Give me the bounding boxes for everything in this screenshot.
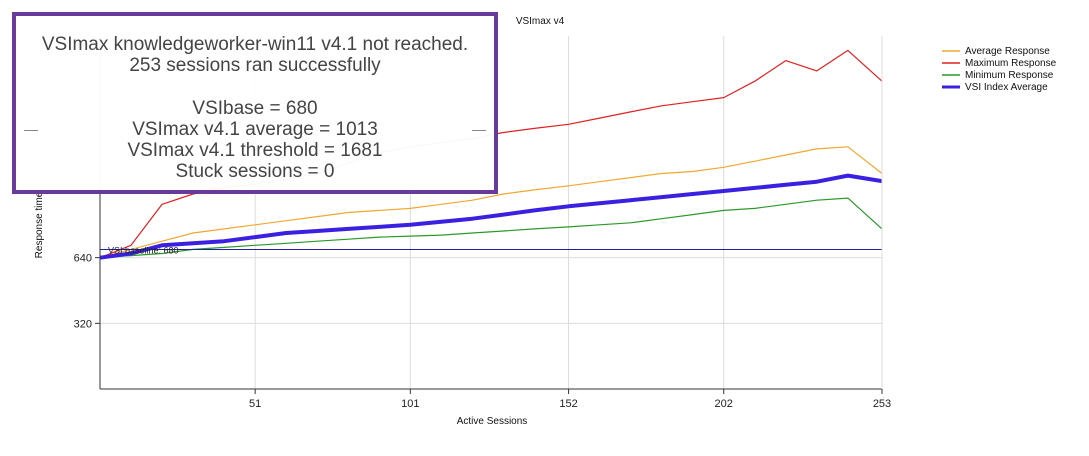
x-tick-label: 152 — [559, 398, 577, 410]
y-axis-title: Response time — [34, 191, 45, 258]
series-line-minimum-response — [99, 197, 883, 259]
x-tick-label: 101 — [401, 398, 419, 410]
x-axis-title: Active Sessions — [457, 416, 528, 427]
x-tick-label: 51 — [249, 398, 261, 410]
summary-right-tick — [472, 130, 486, 131]
chart-title: VSImax v4 — [516, 16, 565, 27]
baseline-label: VSI baseline: 680 — [108, 245, 179, 255]
x-tick-label: 253 — [873, 398, 891, 410]
summary-box: VSImax knowledgeworker-win11 v4.1 not re… — [12, 12, 498, 194]
summary-vsibase: VSIbase = 680 — [192, 98, 318, 119]
summary-vsimax-average: VSImax v4.1 average = 1013 — [132, 119, 378, 140]
series-line-vsi-index-average — [99, 173, 883, 260]
legend-label: Minimum Response — [965, 70, 1054, 81]
y-tick-label: 320 — [74, 318, 92, 330]
summary-vsimax-threshold: VSImax v4.1 threshold = 1681 — [127, 140, 383, 161]
summary-status: VSImax knowledgeworker-win11 v4.1 not re… — [41, 34, 469, 55]
summary-left-tick — [24, 130, 38, 131]
series-line-average-response — [99, 146, 883, 259]
legend-label: VSI Index Average — [965, 82, 1048, 93]
x-tick-label: 202 — [715, 398, 733, 410]
summary-sessions: 253 sessions ran successfully — [129, 55, 381, 76]
legend-label: Average Response — [965, 46, 1050, 57]
summary-stuck-sessions: Stuck sessions = 0 — [175, 161, 335, 182]
legend-label: Maximum Response — [965, 58, 1057, 69]
y-tick-label: 640 — [74, 253, 92, 265]
